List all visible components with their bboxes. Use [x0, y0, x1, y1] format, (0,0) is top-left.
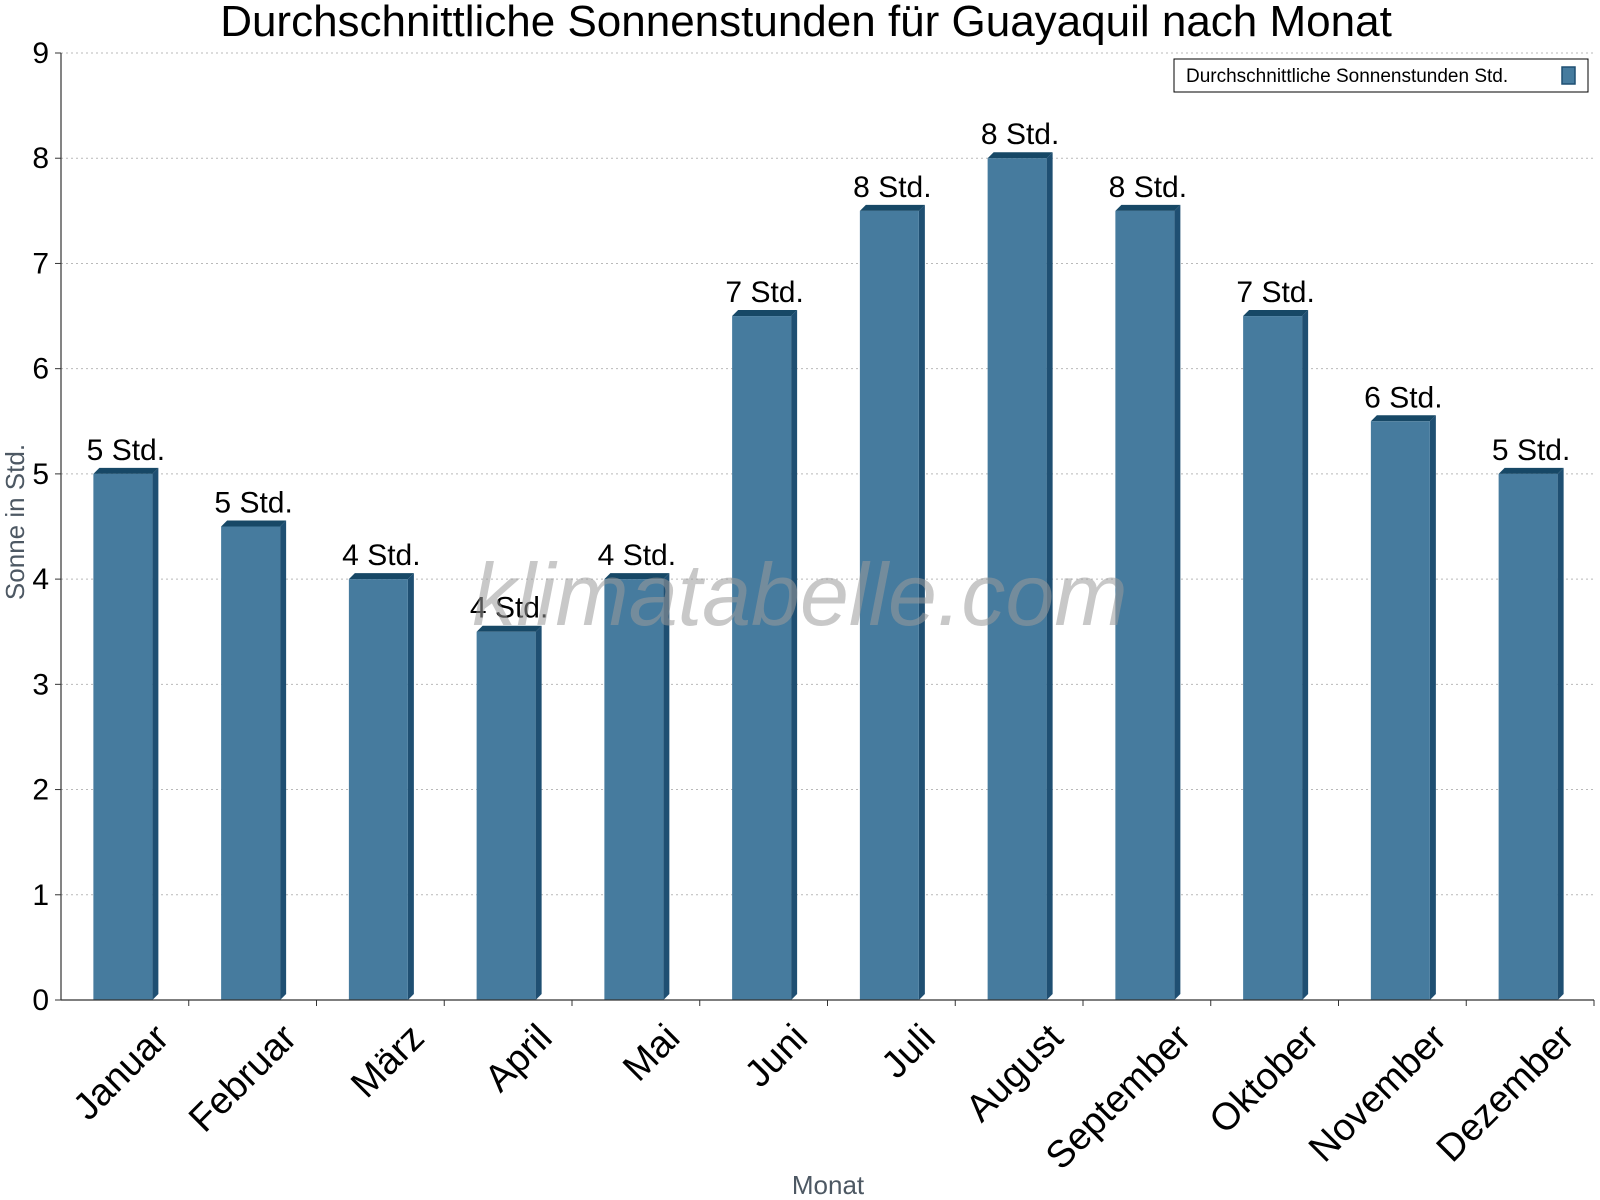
bar-side — [663, 573, 670, 1000]
bar-face — [221, 526, 281, 1000]
bar — [221, 520, 287, 1000]
bar-top — [348, 573, 414, 580]
bar-top — [1115, 204, 1181, 211]
x-tick-label: Januar — [65, 1016, 177, 1128]
bar — [93, 467, 159, 1000]
bar — [1370, 415, 1436, 1000]
x-tick-label: August — [958, 1016, 1072, 1130]
bar-face — [93, 473, 153, 1000]
bar — [732, 310, 798, 1000]
bar-face — [1498, 473, 1558, 1000]
bar-value-label: 4 Std. — [470, 592, 548, 625]
bar-face — [1243, 316, 1303, 1000]
bar-face — [604, 579, 664, 1000]
bar-side — [918, 204, 925, 1001]
bar-value-label: 5 Std. — [87, 434, 165, 467]
bar-side — [1429, 415, 1436, 1000]
y-tick-label: 4 — [32, 563, 49, 596]
y-tick-label: 0 — [32, 984, 49, 1017]
bar — [476, 625, 542, 1000]
bar-face — [1115, 210, 1175, 1001]
legend-swatch — [1561, 66, 1576, 85]
bar-face — [987, 158, 1047, 1000]
x-tick-label: Oktober — [1202, 1016, 1328, 1142]
y-tick-label: 3 — [32, 668, 49, 701]
x-tick-label: Juli — [874, 1017, 944, 1087]
bar-labels: 5 Std. 5 Std. 4 Std. 4 Std. 4 Std. 7 Std. 8 St… — [87, 118, 1571, 625]
x-tick-label: März — [343, 1017, 432, 1106]
grid-lines — [61, 52, 1594, 896]
legend: Durchschnittliche Sonnenstunden Std. — [1173, 58, 1589, 93]
bar-value-label: 6 Std. — [1364, 381, 1442, 414]
bar-side — [1302, 310, 1309, 1000]
y-axis-label: Sonne in Std. — [0, 444, 30, 600]
y-tick-label: 6 — [32, 353, 49, 386]
bar-value-label: 4 Std. — [342, 539, 420, 572]
y-tick-label: 9 — [32, 37, 49, 70]
bar-side — [1046, 152, 1053, 1000]
bar-top — [476, 625, 542, 632]
bar-face — [1370, 421, 1430, 1000]
bar-side — [407, 573, 414, 1000]
bar-value-label: 7 Std. — [725, 276, 803, 309]
bar-value-label: 8 Std. — [981, 118, 1059, 151]
x-axis-ticks: Januar Februar März April Mai Juni Juli AugustS… — [65, 1000, 1583, 1178]
bar-side — [791, 310, 798, 1000]
bar — [1115, 204, 1181, 1001]
bars — [93, 152, 1564, 1001]
bar-face — [348, 579, 408, 1000]
x-tick-label: Juni — [737, 1017, 816, 1096]
bar-value-label: 8 Std. — [853, 171, 931, 204]
bar — [604, 573, 670, 1000]
bar-value-label: 5 Std. — [214, 487, 292, 520]
x-tick-label: November — [1301, 1016, 1455, 1170]
bar-top — [93, 467, 159, 474]
y-tick-label: 5 — [32, 458, 49, 491]
y-tick-label: 7 — [32, 247, 49, 280]
bar-side — [1557, 467, 1564, 1000]
bar — [1243, 310, 1309, 1000]
legend-box — [1173, 58, 1589, 93]
bar-value-label: 7 Std. — [1236, 276, 1314, 309]
bar-value-label: 4 Std. — [598, 539, 676, 572]
bar-top — [221, 520, 287, 527]
bar — [987, 152, 1053, 1000]
bar-value-label: 5 Std. — [1492, 434, 1570, 467]
y-tick-label: 8 — [32, 142, 49, 175]
bar-top — [859, 204, 925, 211]
bar — [859, 204, 925, 1001]
bar-face — [732, 316, 792, 1000]
bar-side — [280, 520, 287, 1000]
bar-face — [476, 631, 536, 1000]
x-axis-label: Monat — [792, 1170, 865, 1200]
y-tick-label: 1 — [32, 879, 49, 912]
bar-top — [1498, 467, 1564, 474]
bar-side — [152, 467, 159, 1000]
bar-top — [604, 573, 670, 580]
y-axis-ticks: 0 1 2 3 4 5 6 7 8 9 — [32, 37, 61, 1017]
legend-series-name: Durchschnittliche Sonnenstunden Std. — [1186, 66, 1508, 87]
bar-face — [859, 210, 919, 1001]
x-tick-label: Mai — [615, 1017, 688, 1090]
y-tick-label: 2 — [32, 774, 49, 807]
bar-top — [987, 152, 1053, 159]
x-tick-label: April — [477, 1017, 560, 1100]
bar-side — [535, 625, 542, 1000]
bar-value-label: 8 Std. — [1109, 171, 1187, 204]
x-tick-label: Dezember — [1429, 1016, 1583, 1170]
bar-side — [1174, 204, 1181, 1001]
axes — [60, 53, 1595, 1006]
bar-top — [1243, 310, 1309, 317]
bar-top — [1370, 415, 1436, 422]
bar-top — [732, 310, 798, 317]
bar — [348, 573, 414, 1000]
bar — [1498, 467, 1564, 1000]
watermark-text: klimatabelle.com — [472, 545, 1127, 644]
chart-title: Durchschnittliche Sonnenstunden für Guay… — [220, 0, 1392, 46]
x-tick-label: Februar — [181, 1016, 305, 1140]
